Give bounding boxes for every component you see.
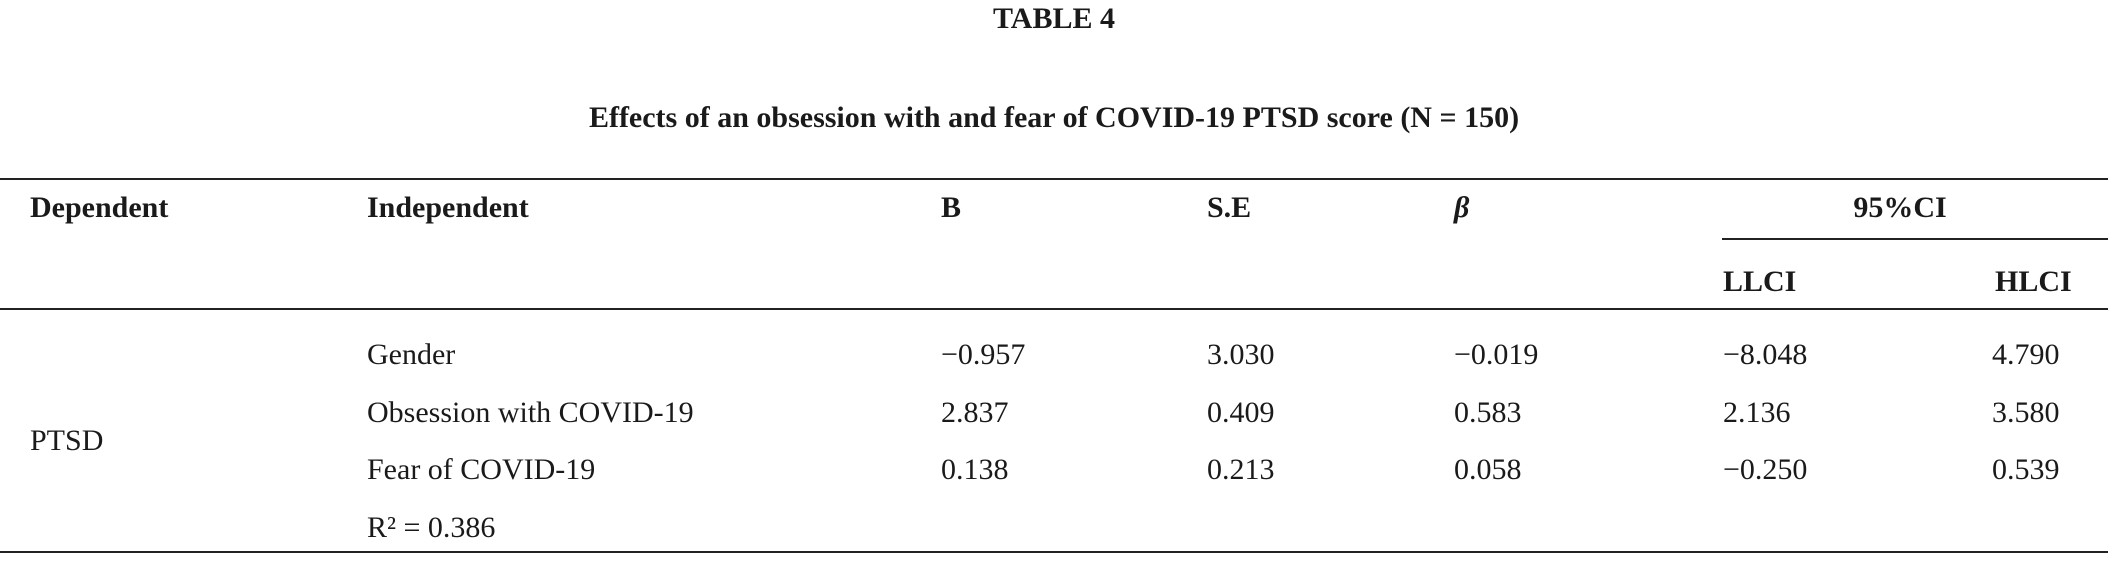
- header-rule: [0, 308, 2108, 310]
- column-header: HLCI: [1995, 265, 2072, 298]
- column-header: LLCI: [1723, 265, 1797, 298]
- value-cell: −8.048: [1723, 338, 1808, 371]
- table-caption: Effects of an obsession with and fear of…: [588, 101, 1520, 134]
- value-cell: 2.837: [941, 396, 1009, 429]
- value-cell: 0.583: [1454, 396, 1522, 429]
- value-cell: −0.250: [1723, 453, 1808, 486]
- value-cell: 0.138: [941, 453, 1009, 486]
- value-cell: 3.580: [1992, 396, 2060, 429]
- dependent-cell: PTSD: [30, 424, 104, 457]
- column-header: S.E: [1207, 191, 1252, 224]
- column-header: Dependent: [30, 191, 169, 224]
- value-cell: −0.957: [941, 338, 1026, 371]
- r-squared: R² = 0.386: [367, 511, 496, 544]
- independent-cell: Gender: [367, 338, 456, 371]
- value-cell: 0.409: [1207, 396, 1275, 429]
- column-header: B: [941, 191, 962, 224]
- bottom-rule: [0, 551, 2108, 553]
- column-header: Independent: [367, 191, 529, 224]
- ci-rule: [1722, 238, 2108, 240]
- column-header: β: [1454, 191, 1470, 224]
- independent-cell: Fear of COVID-19: [367, 453, 596, 486]
- value-cell: 0.539: [1992, 453, 2060, 486]
- value-cell: 0.213: [1207, 453, 1275, 486]
- value-cell: 3.030: [1207, 338, 1275, 371]
- column-group-header: 95%CI: [1853, 191, 1947, 224]
- value-cell: 0.058: [1454, 453, 1522, 486]
- independent-cell: Obsession with COVID-19: [367, 396, 694, 429]
- table-label: TABLE 4: [993, 2, 1115, 35]
- value-cell: 4.790: [1992, 338, 2060, 371]
- value-cell: −0.019: [1454, 338, 1539, 371]
- value-cell: 2.136: [1723, 396, 1791, 429]
- top-rule: [0, 178, 2108, 180]
